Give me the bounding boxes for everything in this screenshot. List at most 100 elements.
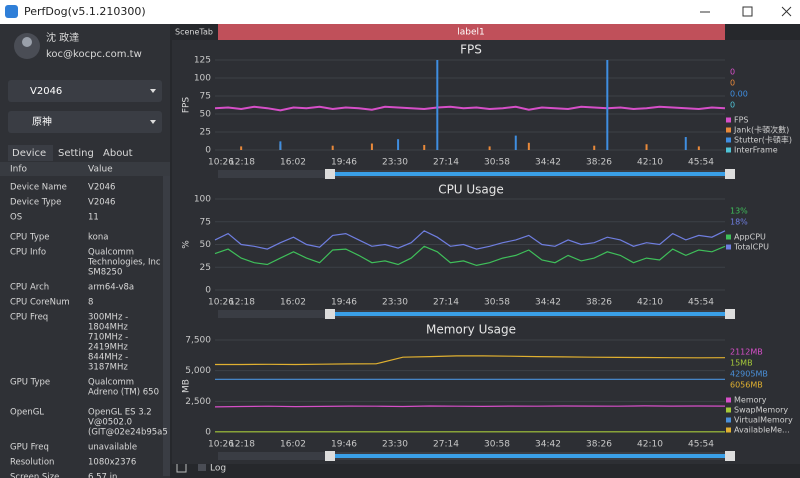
- device-name: V2046: [30, 86, 62, 97]
- bar: [606, 60, 609, 150]
- legend-swatch: [726, 417, 731, 423]
- scrollbar[interactable]: [163, 176, 170, 476]
- x-tick-label: 42:10: [637, 298, 663, 308]
- series-line: [215, 355, 726, 366]
- x-tick-label: 34:42: [535, 158, 561, 168]
- table-header: [0, 162, 170, 176]
- y-tick-label: 2,500: [185, 397, 211, 407]
- window-controls[interactable]: [700, 6, 792, 17]
- bar: [684, 137, 687, 150]
- x-tick-label: 27:14: [433, 440, 459, 450]
- bar: [436, 60, 439, 150]
- row-label: OS: [10, 213, 22, 223]
- range-handle[interactable]: [725, 169, 735, 179]
- row-label: CPU Info: [10, 248, 46, 258]
- x-tick-label: 34:42: [535, 440, 561, 450]
- scene-tab: SceneTab: [175, 28, 213, 37]
- legend-swatch: [726, 234, 731, 240]
- table-header-cell: Info: [10, 165, 28, 175]
- x-tick-label: 27:14: [433, 298, 459, 308]
- x-tick-label: 19:46: [331, 298, 357, 308]
- legend-label: TotalCPU: [733, 243, 769, 252]
- tab[interactable]: Setting: [58, 148, 94, 159]
- y-tick-label: 25: [200, 263, 211, 273]
- current-value: 6056MB: [730, 381, 763, 390]
- legend-label: AvailableMe...: [734, 426, 790, 435]
- x-tick-label: 45:54: [688, 298, 714, 308]
- chart-bg: [172, 40, 800, 182]
- app-icon: [5, 5, 18, 18]
- y-tick-label: 75: [200, 92, 211, 102]
- x-tick-label: 38:26: [586, 298, 612, 308]
- x-tick-label: 45:54: [688, 440, 714, 450]
- legend-swatch: [726, 407, 731, 413]
- bar: [488, 146, 491, 150]
- y-tick-label: 50: [200, 240, 212, 250]
- x-tick-label: 34:42: [535, 298, 561, 308]
- tab[interactable]: Device: [12, 148, 46, 159]
- bar: [279, 141, 282, 150]
- legend-label: Stutter(卡頓率): [734, 135, 792, 145]
- row-value: Adreno (TM) 650: [88, 388, 159, 398]
- tab[interactable]: About: [103, 148, 133, 159]
- row-value: Qualcomm: [88, 378, 134, 388]
- current-value: 15MB: [730, 359, 753, 368]
- chart-title: FPS: [460, 43, 482, 57]
- x-tick-label: 38:26: [586, 440, 612, 450]
- bar: [240, 146, 243, 150]
- bar: [370, 143, 373, 150]
- current-value: 0: [730, 79, 735, 88]
- row-value: Qualcomm: [88, 248, 134, 258]
- range-fill: [330, 172, 730, 176]
- app-select[interactable]: [8, 111, 162, 133]
- row-label: Resolution: [10, 458, 54, 468]
- legend-label: FPS: [734, 116, 749, 125]
- legend-label: VirtualMemory: [734, 416, 793, 425]
- row-value: kona: [88, 233, 108, 243]
- legend-swatch: [726, 244, 731, 250]
- range-handle[interactable]: [325, 169, 335, 179]
- row-value: 710MHz -: [88, 333, 128, 343]
- x-tick-label: 23:30: [382, 298, 408, 308]
- row-value: 300MHz -: [88, 313, 128, 323]
- current-value: 2112MB: [730, 348, 763, 357]
- log-label: Log: [210, 464, 226, 474]
- x-tick-label: 38:26: [586, 158, 612, 168]
- bar: [593, 145, 596, 150]
- y-tick-label: 100: [194, 74, 211, 84]
- legend-label: SwapMemory: [734, 406, 788, 415]
- y-tick-label: 100: [194, 195, 211, 205]
- row-value: 8: [88, 298, 93, 308]
- table-header-cell: Value: [88, 165, 113, 175]
- dropdown-arrow: [150, 120, 156, 124]
- y-axis-label: MB: [182, 379, 192, 393]
- log-icon: [198, 463, 206, 471]
- app-name: 原神: [32, 115, 52, 128]
- bar: [645, 144, 648, 150]
- range-handle[interactable]: [325, 309, 335, 319]
- bar: [397, 139, 400, 150]
- device-select[interactable]: [8, 80, 162, 102]
- scene-bar: [218, 24, 725, 40]
- row-value: V@0502.0: [88, 418, 132, 428]
- row-label: Device Name: [10, 183, 67, 193]
- range-handle[interactable]: [725, 309, 735, 319]
- row-value: OpenGL ES 3.2: [88, 408, 152, 418]
- row-label: OpenGL: [10, 408, 44, 418]
- row-label: CPU Type: [10, 233, 50, 243]
- y-tick-label: 0: [205, 286, 211, 296]
- range-fill: [330, 454, 730, 458]
- window-title: PerfDog(v5.1.210300): [24, 5, 146, 18]
- current-value: 0: [730, 68, 735, 77]
- legend-label: InterFrame: [734, 146, 778, 155]
- range-handle[interactable]: [725, 451, 735, 461]
- range-handle[interactable]: [325, 451, 335, 461]
- tab-active: [8, 145, 53, 161]
- legend-swatch: [726, 427, 731, 433]
- legend-swatch: [726, 127, 731, 133]
- y-tick-label: 0: [205, 146, 211, 156]
- row-label: CPU CoreNum: [10, 298, 70, 308]
- row-value: 3187MHz: [88, 363, 128, 373]
- x-tick-label: 10:26: [208, 158, 234, 168]
- row-value: Technologies, Inc: [87, 258, 161, 268]
